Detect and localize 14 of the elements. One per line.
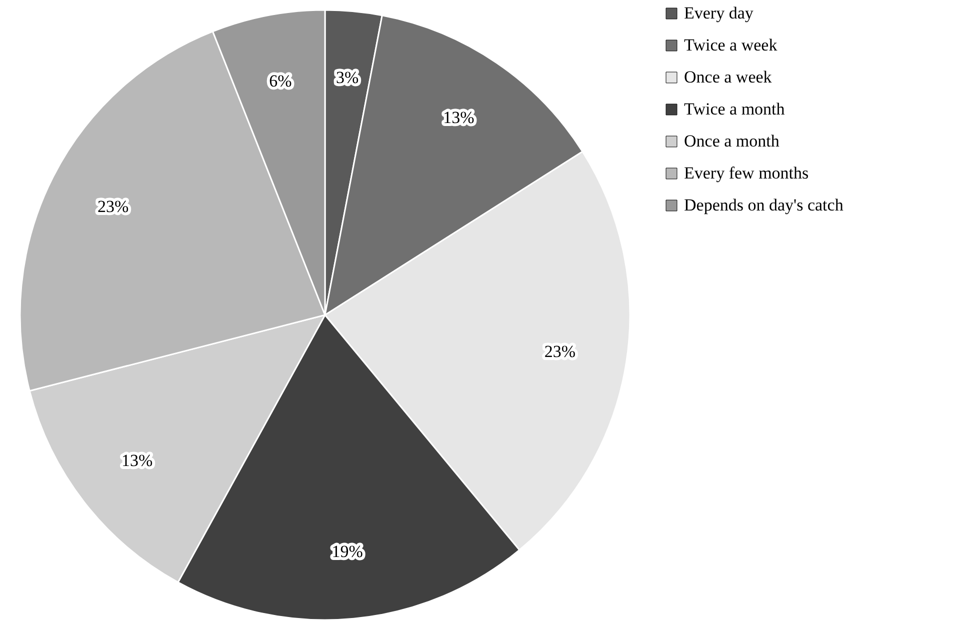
legend-label: Depends on day's catch	[684, 196, 844, 214]
data-label: 6%	[269, 71, 292, 90]
data-label: 19%	[332, 542, 363, 561]
data-label: 23%	[544, 342, 576, 362]
legend-label: Every day	[684, 4, 754, 22]
data-label: 13%	[121, 450, 153, 470]
data-label: 23%	[97, 196, 129, 216]
data-label: 3%	[336, 68, 359, 88]
legend-label: Once a month	[684, 132, 780, 150]
legend-label: Twice a month	[684, 100, 786, 118]
legend-label: Twice a week	[684, 36, 778, 54]
data-label: 13%	[443, 108, 474, 128]
legend-label: Every few months	[684, 164, 809, 182]
legend-label: Once a week	[684, 68, 772, 86]
